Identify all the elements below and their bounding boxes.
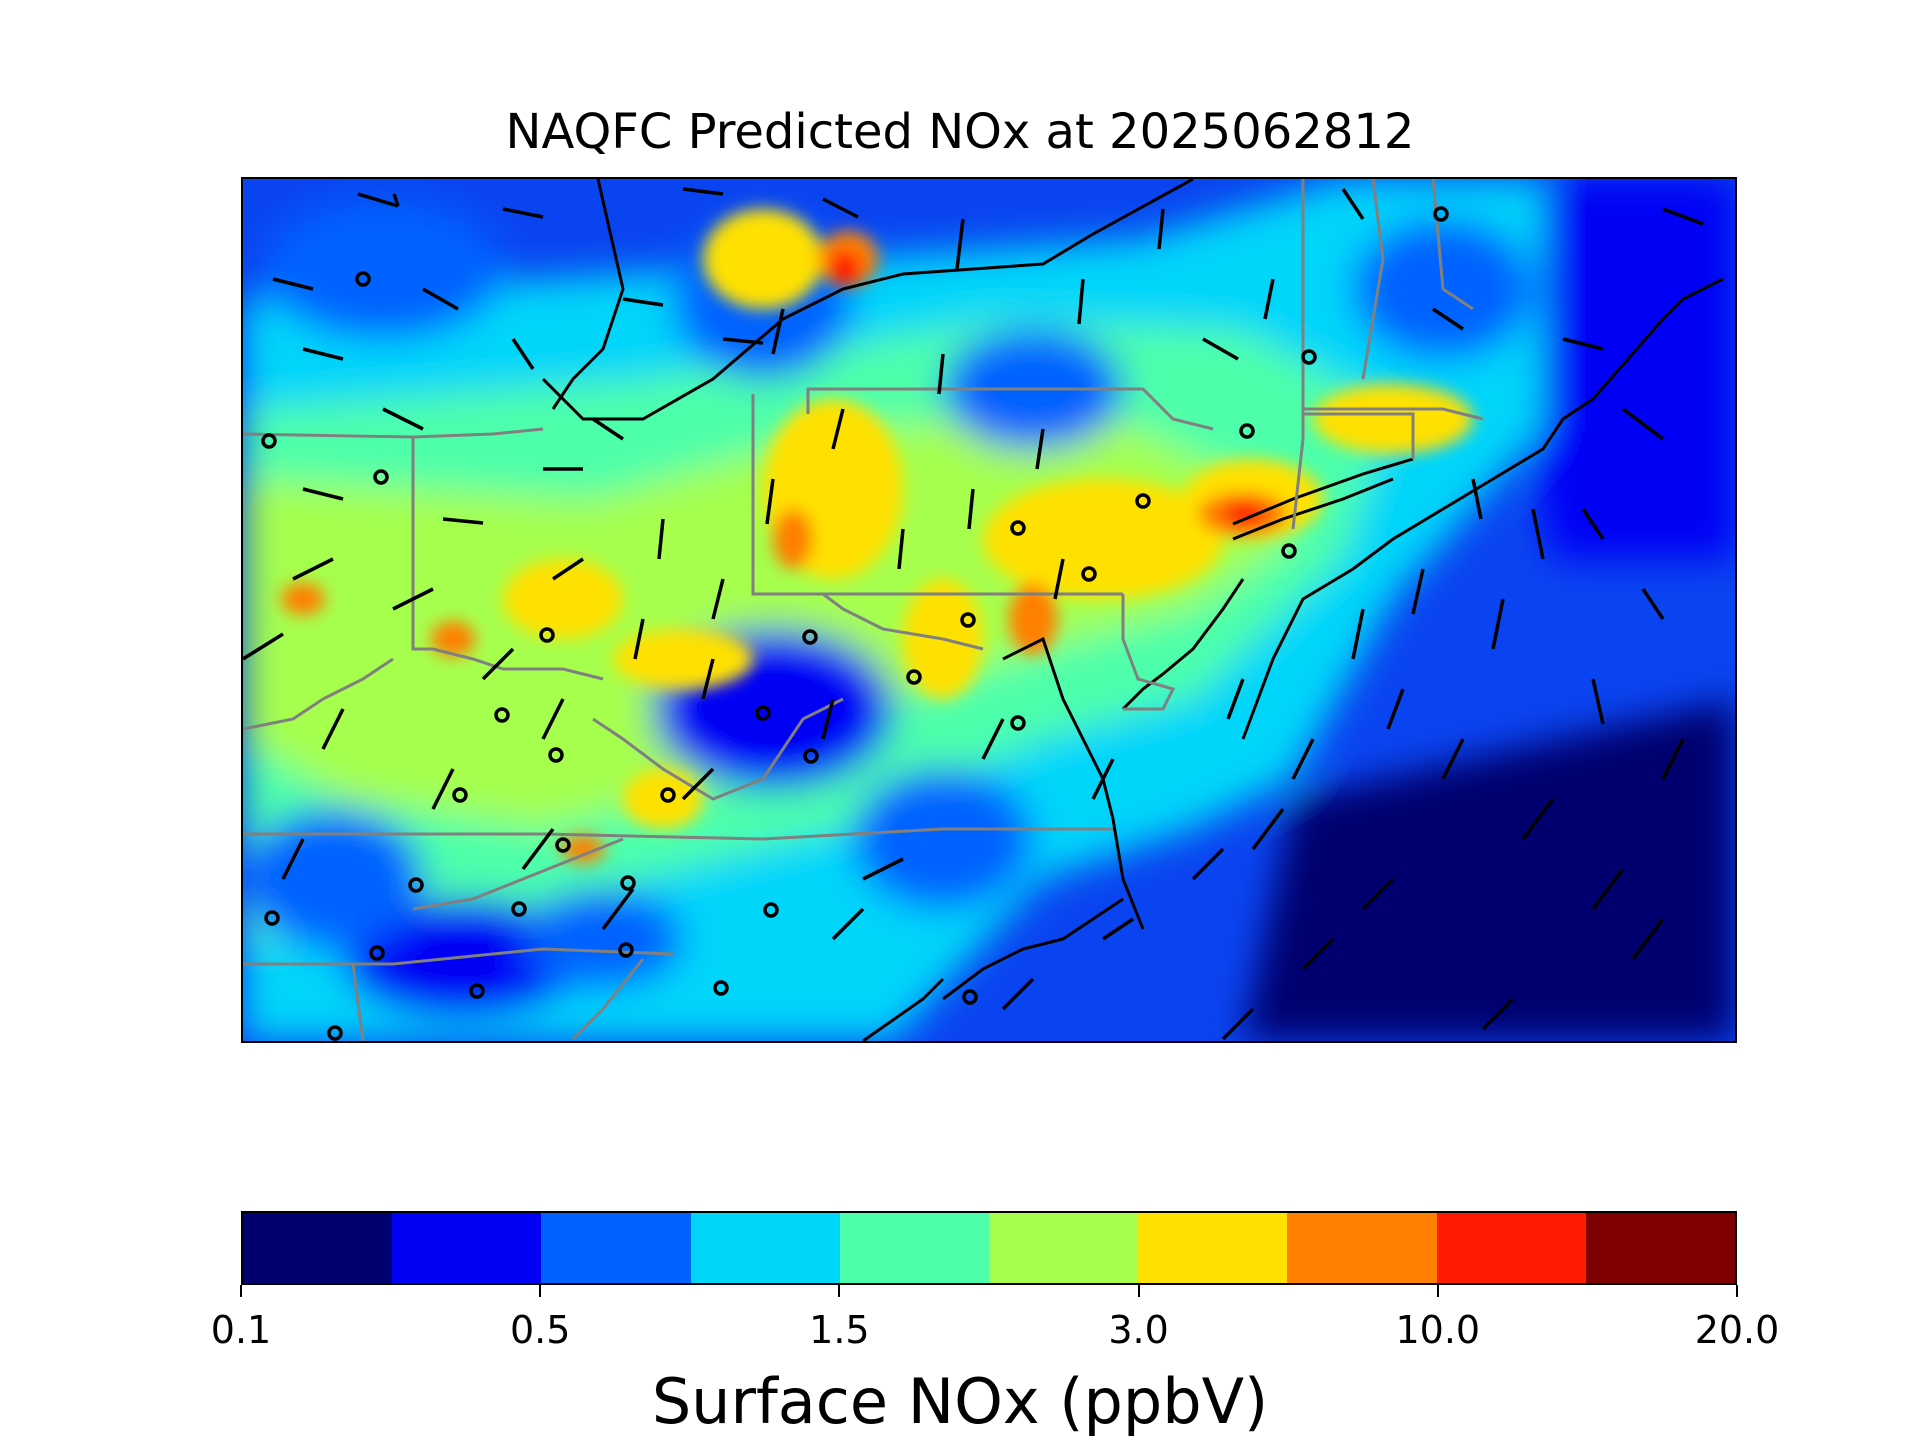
colorbar-tick: [838, 1285, 841, 1297]
coastlines: [541, 179, 1724, 1041]
station-markers: [261, 206, 1449, 1041]
colorbar-tick: [1137, 1285, 1140, 1297]
nox-field: [243, 179, 1735, 1041]
colorbar-tick-label: 0.1: [210, 1308, 272, 1352]
colorbar-segment: [1287, 1213, 1437, 1283]
state-borders: [243, 179, 1484, 1041]
colorbar-label: Surface NOx (ppbV): [651, 1365, 1269, 1438]
colorbar-segment: [541, 1213, 691, 1283]
colorbar-segment: [1436, 1213, 1586, 1283]
colorbar-tick: [539, 1285, 542, 1297]
colorbar-tick-label: 20.0: [1694, 1308, 1780, 1352]
map-svg: [243, 179, 1735, 1041]
colorbar-segment: [1585, 1213, 1736, 1283]
colorbar: [241, 1211, 1737, 1285]
colorbar-tick-label: 0.5: [509, 1308, 571, 1352]
wind-barbs: [243, 187, 1704, 1041]
colorbar-tick-label: 3.0: [1108, 1308, 1169, 1352]
figure-title: NAQFC Predicted NOx at 2025062812: [505, 104, 1415, 160]
colorbar-tick: [1736, 1285, 1738, 1297]
colorbar-segment: [690, 1213, 840, 1283]
colorbar-segment: [1138, 1213, 1288, 1283]
colorbar-tick: [1436, 1285, 1439, 1297]
colorbar-segment: [392, 1213, 542, 1283]
colorbar-segment: [243, 1213, 393, 1283]
colorbar-tick-label: 1.5: [809, 1308, 870, 1352]
colorbar-segment: [839, 1213, 990, 1283]
colorbar-segment: [989, 1213, 1139, 1283]
map-panel: [241, 177, 1737, 1043]
colorbar-tick: [240, 1285, 242, 1297]
colorbar-tick-label: 10.0: [1395, 1308, 1481, 1352]
